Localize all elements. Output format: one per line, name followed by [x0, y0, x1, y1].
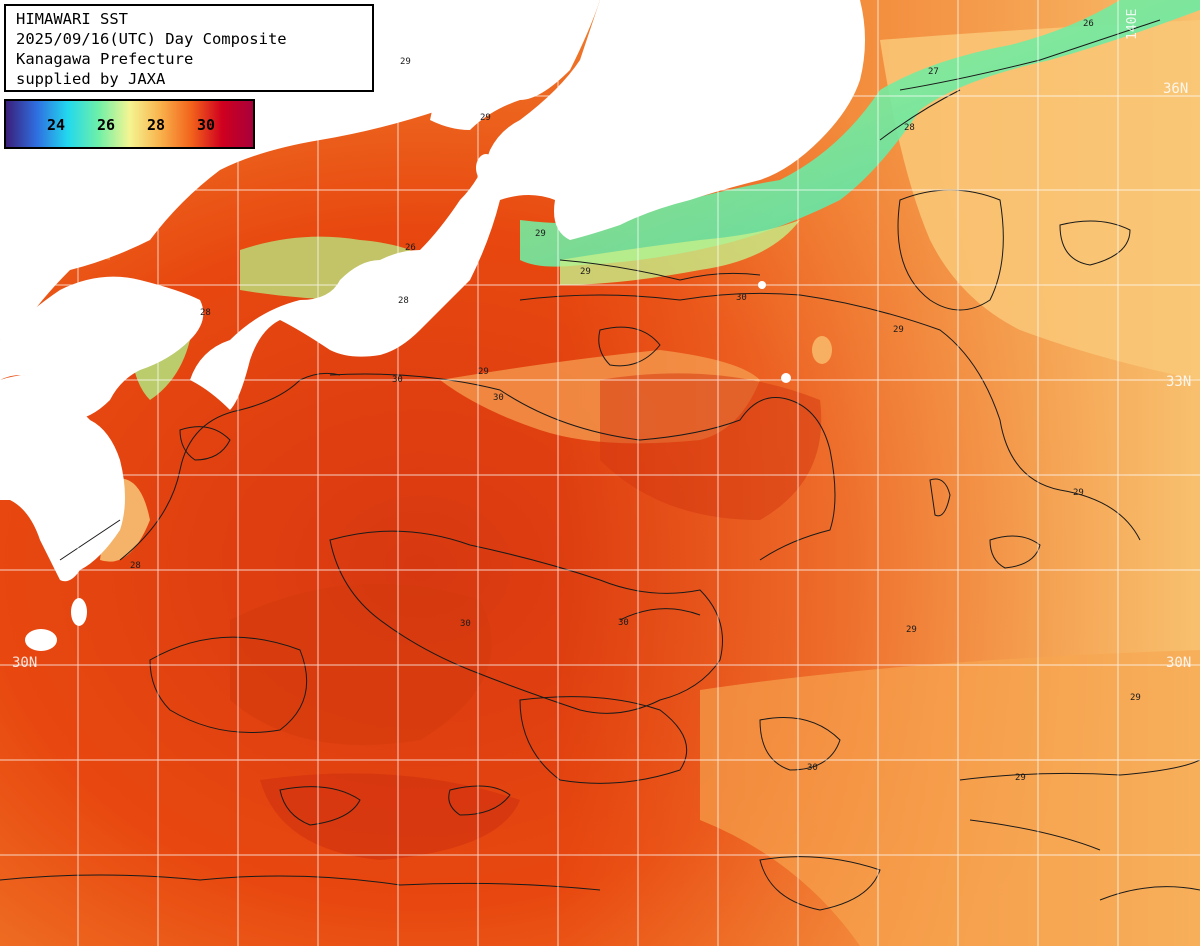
lon-label-140e: 140E	[1125, 9, 1140, 40]
contour-label: 28	[200, 308, 211, 318]
island-yakushima	[71, 598, 87, 626]
legend-tick-24: 24	[47, 116, 66, 134]
contour-label: 26	[405, 243, 416, 253]
contour-label: 28	[904, 123, 915, 133]
hot-streak-2	[260, 773, 520, 860]
contour-label: 29	[1130, 693, 1141, 703]
contour-label: 29	[400, 57, 411, 67]
legend-tick-30: 30	[197, 116, 216, 134]
contour-label: 27	[928, 67, 939, 77]
contour-label: 29	[580, 267, 591, 277]
legend-tick-26: 26	[97, 116, 116, 134]
isotherm-lines	[0, 19, 1200, 911]
contour-label: 29	[478, 367, 489, 377]
contour-label: 28	[398, 296, 409, 306]
island-patch	[812, 336, 832, 364]
legend-tick-28: 28	[147, 116, 166, 134]
land-kyushu	[0, 375, 125, 582]
land-honshu-kii	[190, 0, 865, 410]
contour-label: 29	[535, 229, 546, 239]
contour-labels: 29 29 29 28 28 30 30 30 29 29 28 27 26 2…	[130, 19, 1141, 783]
contour-label: 30	[807, 763, 818, 773]
lat-label-30n-west: 30N	[12, 655, 37, 671]
coastal-green-band	[560, 220, 800, 285]
island-west	[12, 375, 32, 391]
title-line-3: Kanagawa Prefecture	[16, 50, 194, 68]
lon-label-136e: 136E	[485, 9, 500, 40]
contour-label: 29	[893, 325, 904, 335]
island-kii-north	[476, 154, 496, 182]
contour-label: 30	[460, 619, 471, 629]
contour-label: 29	[906, 625, 917, 635]
contour-label: 29	[1015, 773, 1026, 783]
title-line-4: supplied by JAXA	[16, 70, 166, 88]
contour-label: 29	[1073, 488, 1084, 498]
contour-label: 30	[736, 293, 747, 303]
contour-label: 29	[480, 113, 491, 123]
contour-label: 30	[493, 393, 504, 403]
lat-label-33n: 33N	[1166, 374, 1191, 390]
land-sea-of-japan-coast	[400, 0, 600, 130]
lat-label-36n: 36N	[1163, 81, 1188, 97]
contour-label: 28	[130, 561, 141, 571]
island-tanegashima	[25, 629, 57, 651]
contour-label: 30	[392, 375, 403, 385]
title-box: HIMAWARI SST 2025/09/16(UTC) Day Composi…	[4, 4, 374, 92]
title-line-2: 2025/09/16(UTC) Day Composite	[16, 30, 287, 48]
title-line-1: HIMAWARI SST	[16, 10, 128, 28]
land-western-strip	[0, 146, 113, 213]
hot-streak-3	[600, 373, 822, 520]
contour-label: 26	[1083, 19, 1094, 29]
island-izu-2	[781, 373, 791, 383]
color-scale-legend: 24 26 28 30	[4, 99, 255, 149]
cool-patch-se	[700, 650, 1200, 946]
lat-label-30n-east: 30N	[1166, 655, 1191, 671]
cool-patch-ne	[880, 20, 1200, 380]
contour-label: 30	[618, 618, 629, 628]
